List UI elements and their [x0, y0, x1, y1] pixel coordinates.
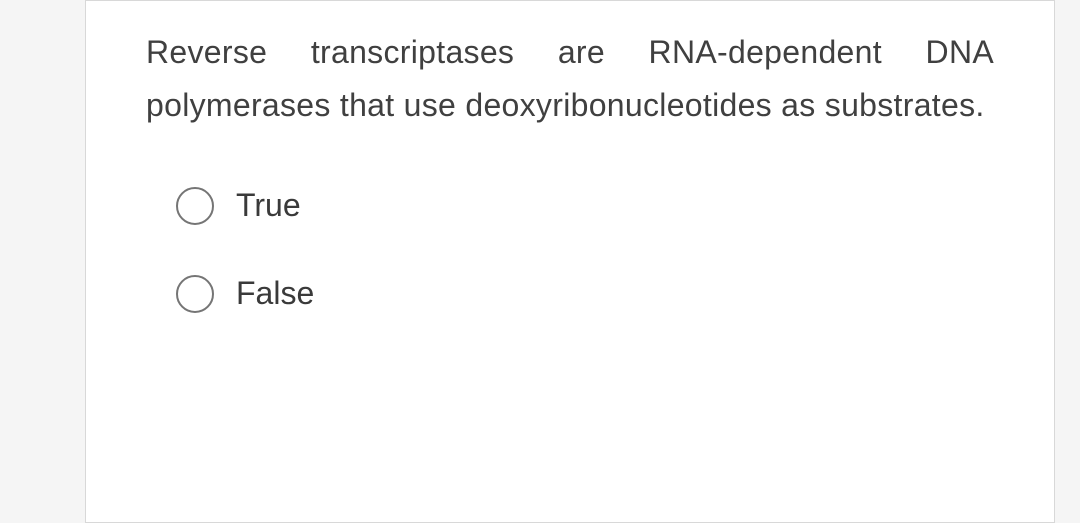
option-true[interactable]: True [176, 187, 994, 225]
options-group: True False [146, 187, 994, 313]
option-label-true: True [236, 187, 301, 224]
radio-icon[interactable] [176, 275, 214, 313]
option-label-false: False [236, 275, 314, 312]
question-card: Reverse transcriptases are RNA-dependent… [85, 0, 1055, 523]
question-text: Reverse transcriptases are RNA-dependent… [146, 26, 994, 132]
option-false[interactable]: False [176, 275, 994, 313]
radio-icon[interactable] [176, 187, 214, 225]
